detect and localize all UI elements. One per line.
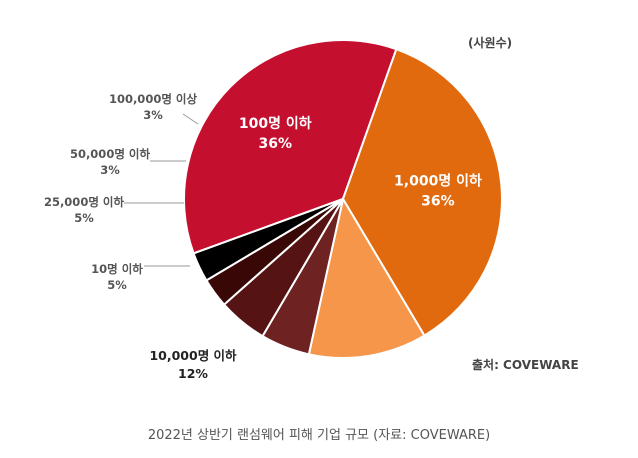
slice-label-name-4: 25,000명 이하 [44,195,125,209]
slice-label-name-2: 10,000명 이하 [149,348,237,363]
pie-slice-0 [183,39,398,255]
pie-slices [183,39,504,359]
slice-label-name-0: 100명 이하 [239,115,312,132]
leader-lines [124,113,199,267]
pie-slice-6 [192,198,344,282]
unit-label: (사원수) [468,35,512,50]
pie-slice-2 [307,196,426,359]
slice-labels: 100명 이하 36% 1,000명 이하 36% 10,000명 이하 12% 10명 이… [44,92,482,381]
slice-label-name-6: 100,000명 이상 [109,92,198,106]
source-label: 출처: COVEWARE [472,357,579,372]
slice-label-value-6: 3% [143,108,163,122]
slice-label-name-1: 1,000명 이하 [394,173,482,190]
leader-line-6 [182,113,199,125]
slice-label-name-3: 10명 이하 [91,262,143,276]
slice-label-value-0: 36% [259,136,293,152]
slice-label-value-5: 3% [100,163,120,177]
figure-caption: 2022년 상반기 랜섬웨어 피해 기업 규모 (자료: COVEWARE) [147,428,491,443]
slice-label-value-3: 5% [107,278,127,292]
slice-label-value-2: 12% [178,366,208,381]
slice-label-value-4: 5% [74,211,94,225]
slice-label-name-5: 50,000명 이하 [70,147,151,161]
slice-label-value-1: 36% [421,194,455,210]
